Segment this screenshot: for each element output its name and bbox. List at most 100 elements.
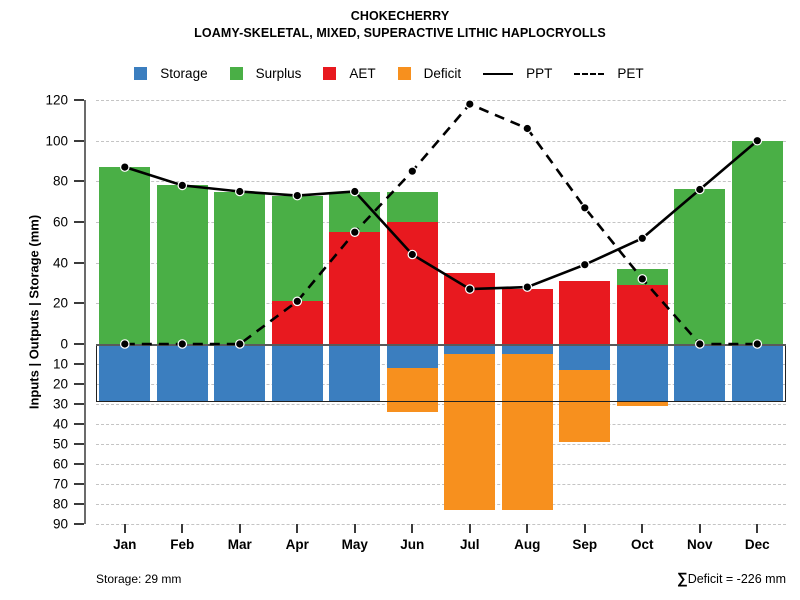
- bar-storage-Aug: [501, 344, 553, 354]
- gridline-lower-50: [96, 444, 786, 445]
- gridline-upper-80: [96, 181, 786, 183]
- marker-pet-Sep: [579, 203, 590, 213]
- bar-surplus-Jan: [99, 167, 151, 344]
- y-axis-label: 30: [52, 396, 68, 412]
- marker-pet-Dec: [752, 339, 763, 349]
- gridline-lower-40: [96, 424, 786, 425]
- bar-aet-Sep: [559, 280, 611, 344]
- marker-pet-May: [349, 227, 360, 237]
- marker-ppt-Dec: [752, 135, 763, 146]
- marker-pet-Jul: [464, 99, 475, 109]
- y-tick-up-60: [74, 221, 84, 223]
- y-axis-label: 80: [52, 173, 68, 189]
- marker-ppt-May: [349, 186, 360, 197]
- marker-ppt-Mar: [235, 186, 245, 197]
- x-axis-label-Jan: Jan: [113, 537, 137, 552]
- bar-aet-Jun: [386, 222, 438, 344]
- gridline-lower-70: [96, 484, 786, 485]
- x-tick-Feb: [181, 524, 184, 533]
- bar-aet-Oct: [616, 285, 668, 344]
- deficit-annotation-text: Deficit = -226 mm: [687, 572, 786, 586]
- y-tick-up-40: [74, 261, 84, 264]
- marker-pet-Jun: [407, 166, 418, 176]
- y-tick-low-50: [74, 443, 84, 445]
- y-axis-label: 60: [52, 456, 68, 472]
- x-tick-Sep: [583, 524, 586, 533]
- x-axis-label-Jul: Jul: [459, 537, 480, 552]
- y-axis-line: [84, 100, 86, 524]
- square-swatch-icon: [323, 67, 337, 80]
- y-axis-label: 100: [45, 133, 68, 149]
- x-axis-label-Dec: Dec: [744, 537, 770, 552]
- legend-item-aet[interactable]: AET: [323, 66, 397, 81]
- y-axis-label: 20: [52, 295, 68, 311]
- gridline-upper-40: [96, 262, 786, 264]
- bar-surplus-Feb: [156, 185, 208, 344]
- marker-ppt-Feb: [177, 180, 188, 191]
- y-tick-up-100: [74, 139, 84, 142]
- y-axis-label: 80: [52, 496, 68, 512]
- x-axis-label-Nov: Nov: [686, 537, 713, 552]
- bar-surplus-Mar: [214, 191, 266, 344]
- bar-storage-Apr: [271, 344, 323, 402]
- x-tick-Jul: [468, 524, 471, 533]
- legend-item-surplus[interactable]: Surplus: [229, 66, 324, 81]
- zero-line: [96, 344, 786, 346]
- x-tick-Nov: [698, 524, 701, 533]
- y-axis-label: 20: [52, 376, 68, 392]
- x-tick-Jun: [411, 524, 414, 533]
- y-tick-up-120: [74, 99, 84, 101]
- legend-label: Surplus: [255, 66, 302, 81]
- marker-pet-Mar: [235, 339, 245, 349]
- bar-storage-Feb: [156, 344, 208, 402]
- dashed-line-icon: [574, 72, 605, 75]
- chart-title: CHOKECHERRY LOAMY-SKELETAL, MIXED, SUPER…: [0, 8, 800, 42]
- gridline-upper-120: [96, 100, 786, 101]
- y-tick-up-0: [74, 343, 84, 345]
- solid-line-icon: [483, 72, 514, 75]
- y-axis-title: Inputs | Outputs | Storage (mm): [26, 214, 42, 410]
- bar-deficit-Jun: [386, 368, 438, 412]
- marker-pet-Feb: [177, 339, 188, 349]
- marker-ppt-Jun: [407, 249, 418, 260]
- gridline-lower-10: [96, 364, 786, 365]
- gridline-lower-20: [96, 384, 786, 385]
- bar-surplus-Apr: [271, 195, 323, 302]
- legend-item-deficit[interactable]: Deficit: [397, 66, 484, 81]
- gridline-upper-60: [96, 222, 786, 223]
- square-swatch-icon: [397, 67, 411, 80]
- x-tick-Aug: [526, 524, 529, 533]
- square-swatch-icon: [134, 67, 148, 80]
- legend-item-storage[interactable]: Storage: [134, 66, 229, 81]
- y-tick-low-10: [74, 363, 84, 365]
- legend-item-ppt[interactable]: PPT: [483, 66, 574, 81]
- x-tick-Jan: [123, 524, 126, 533]
- bar-surplus-Dec: [731, 140, 783, 344]
- marker-ppt-Aug: [522, 282, 533, 292]
- gridline-upper-100: [96, 140, 786, 142]
- x-axis-label-Aug: Aug: [514, 537, 541, 552]
- gridline-lower-60: [96, 464, 786, 465]
- y-tick-up-80: [74, 180, 84, 183]
- legend-label: Deficit: [423, 66, 462, 81]
- chart-legend: Storage Surplus AET Deficit PPT PET: [0, 66, 800, 81]
- y-axis-label: 70: [52, 476, 68, 492]
- marker-pet-Aug: [522, 123, 533, 134]
- y-tick-low-30: [74, 403, 84, 405]
- bar-storage-Jul: [444, 344, 496, 354]
- bar-aet-May: [329, 232, 381, 344]
- y-axis-label: 60: [52, 214, 68, 230]
- x-tick-May: [353, 524, 356, 533]
- bar-deficit-Oct: [616, 402, 668, 406]
- legend-item-pet[interactable]: PET: [574, 66, 665, 81]
- marker-pet-Jan: [119, 339, 130, 349]
- x-axis-label-Apr: Apr: [285, 537, 309, 552]
- bar-surplus-Jun: [386, 191, 438, 222]
- y-axis-label: 40: [52, 255, 68, 271]
- bar-storage-Sep: [559, 344, 611, 370]
- gridline-upper-20: [96, 303, 786, 305]
- marker-ppt-Jan: [119, 162, 130, 172]
- y-axis-label: 10: [52, 356, 68, 372]
- x-axis-label-Mar: Mar: [227, 537, 252, 552]
- x-axis-label-Sep: Sep: [572, 537, 598, 552]
